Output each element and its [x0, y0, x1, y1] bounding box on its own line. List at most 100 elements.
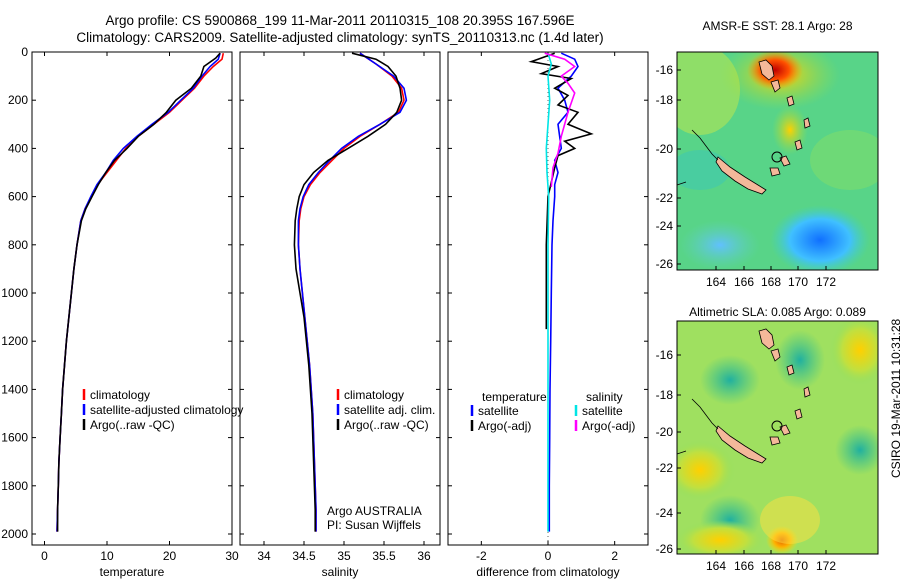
y-tick-label: -26 — [656, 542, 674, 556]
x-tick-label: 20 — [163, 549, 177, 563]
island-shape — [779, 424, 791, 436]
x-tick-label: 172 — [816, 559, 836, 573]
series-line — [297, 52, 408, 532]
x-tick-label: 168 — [761, 275, 781, 289]
legend-label: satellite adj. clim. — [344, 403, 435, 417]
x-tick-label: 35.5 — [372, 549, 396, 563]
map-frame — [676, 51, 879, 271]
legend-label: satellite-adjusted climatology — [90, 403, 243, 417]
y-tick-label: -22 — [656, 191, 674, 205]
x-tick-label: 164 — [706, 275, 726, 289]
y-tick-label: -22 — [656, 461, 674, 475]
map-islands — [676, 59, 811, 464]
island-shape — [769, 167, 781, 177]
panel-frame — [31, 51, 233, 546]
island-shape — [803, 386, 811, 398]
legend-label: satellite — [478, 404, 519, 418]
y-tick-label: -16 — [656, 63, 674, 77]
y-tick-label: -18 — [656, 93, 674, 107]
island-group — [676, 59, 811, 195]
x-tick-label: -2 — [476, 549, 487, 563]
x-tick-label: 34 — [257, 549, 271, 563]
island-shape — [715, 425, 767, 464]
figure-title-line2: Climatology: CARS2009. Satellite-adjuste… — [76, 30, 604, 45]
legend-label: Argo(..raw -QC) — [344, 418, 429, 432]
x-tick-label: 10 — [100, 549, 114, 563]
x-tick-label: 0 — [41, 549, 48, 563]
island-shape — [786, 364, 795, 376]
profile-panel-2: 34 34.5 35 35.5 36 salinity climatologysatelli… — [239, 51, 441, 579]
series-line — [56, 52, 221, 532]
island-shape — [794, 139, 803, 151]
series-line — [56, 53, 225, 532]
island-shape — [758, 328, 775, 350]
y-tick-label: 200 — [8, 93, 28, 107]
y-tick-label: 600 — [8, 190, 28, 204]
series-line — [293, 52, 403, 532]
y-tick-label: 1200 — [1, 334, 28, 348]
map-frame — [676, 320, 879, 555]
island-shape — [769, 436, 781, 446]
argo-location-marker — [771, 420, 783, 432]
x-tick-label: 34.5 — [292, 549, 316, 563]
y-tick-label: 1400 — [1, 382, 28, 396]
figure-title-line1: Argo profile: CS 5900868_199 11-Mar-2011… — [105, 13, 575, 28]
map-title: AMSR-E SST: 28.1 Argo: 28 — [702, 19, 852, 33]
legend-label: satellite — [582, 404, 623, 418]
y-tick-label: 1000 — [1, 286, 28, 300]
x-axis-label: salinity — [322, 565, 359, 579]
y-tick-label: 2000 — [1, 527, 28, 541]
series-line — [545, 52, 553, 532]
island-shape — [794, 408, 803, 420]
series-line — [297, 52, 405, 532]
sla-map-field — [677, 321, 878, 554]
y-tick-label: -20 — [656, 425, 674, 439]
x-axis-label: temperature — [100, 565, 165, 579]
annotation-text: Argo AUSTRALIA — [327, 504, 422, 518]
y-tick-label: -18 — [656, 388, 674, 402]
legend-group-title: temperature — [482, 390, 547, 404]
y-tick-label: -20 — [656, 142, 674, 156]
island-shape — [803, 117, 811, 129]
x-tick-label: 30 — [225, 549, 239, 563]
x-tick-label: 0 — [545, 549, 552, 563]
coast-line — [676, 398, 719, 455]
legend-label: Argo(-adj) — [478, 419, 531, 433]
coast-line — [676, 129, 719, 186]
panel-frame — [447, 51, 649, 546]
annotation-text: PI: Susan Wijffels — [327, 518, 421, 532]
x-axis-label: difference from climatology — [476, 565, 619, 579]
x-tick-label: 35 — [337, 549, 351, 563]
legend-group-title: salinity — [586, 390, 623, 404]
series-line — [528, 52, 594, 330]
y-tick-label: 1800 — [1, 479, 28, 493]
island-shape — [715, 156, 767, 195]
y-tick-label: 400 — [8, 141, 28, 155]
island-shape — [770, 79, 781, 93]
x-tick-label: 166 — [734, 559, 754, 573]
x-tick-label: 172 — [816, 275, 836, 289]
x-tick-label: 164 — [706, 559, 726, 573]
legend-label: Argo(..raw -QC) — [90, 418, 175, 432]
panel-frame — [239, 51, 441, 546]
x-tick-label: 170 — [788, 559, 808, 573]
y-tick-label: 1600 — [1, 431, 28, 445]
x-tick-label: 2 — [611, 549, 618, 563]
x-tick-label: 166 — [734, 275, 754, 289]
argo-location-marker — [771, 151, 783, 163]
map-panel-1: AMSR-E SST: 28.1 Argo: 28 164 166 168 170 172… — [656, 19, 879, 289]
series-line — [548, 52, 579, 532]
legend-label: climatology — [90, 388, 150, 402]
profile-panel-3: -2 0 2 difference from climatology temperatu… — [447, 51, 649, 579]
island-shape — [786, 95, 795, 107]
map-panel-2: Altimetric SLA: 0.085 Argo: 0.089 164 166 1… — [656, 305, 879, 573]
island-group — [676, 328, 811, 464]
legend-label: climatology — [344, 388, 404, 402]
y-tick-label: -24 — [656, 506, 674, 520]
sst-map-field — [677, 52, 878, 270]
y-tick-label: -16 — [656, 348, 674, 362]
island-shape — [758, 59, 775, 81]
x-tick-label: 170 — [788, 275, 808, 289]
island-shape — [770, 348, 781, 362]
